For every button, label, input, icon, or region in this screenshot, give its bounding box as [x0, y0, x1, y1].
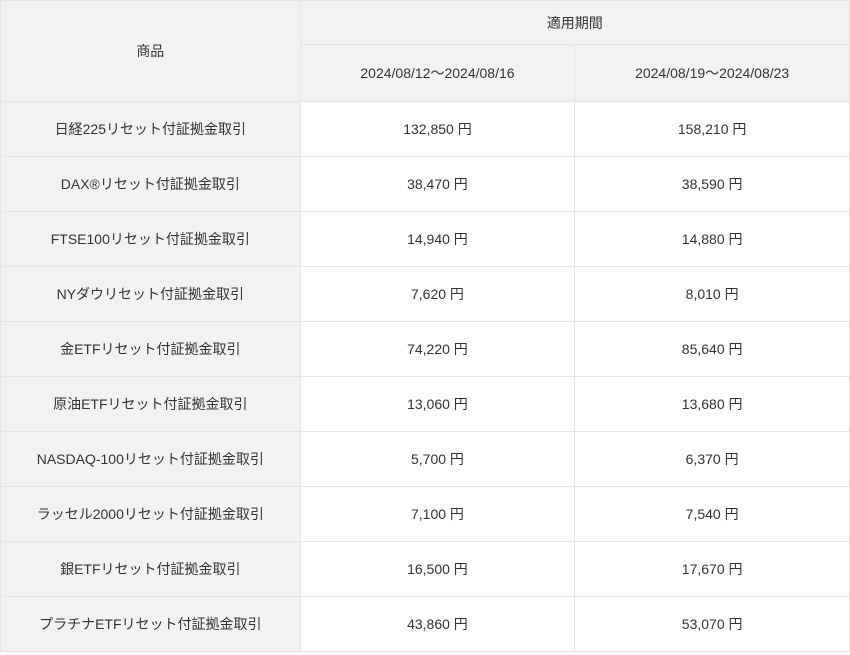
cell-product: NYダウリセット付証拠金取引	[1, 267, 301, 322]
cell-product: プラチナETFリセット付証拠金取引	[1, 597, 301, 652]
table-row: 日経225リセット付証拠金取引 132,850 円 158,210 円	[1, 102, 850, 157]
cell-value-period-1: 13,680 円	[575, 377, 850, 432]
cell-value-period-0: 7,100 円	[300, 487, 575, 542]
table-row: ラッセル2000リセット付証拠金取引 7,100 円 7,540 円	[1, 487, 850, 542]
cell-value-period-1: 7,540 円	[575, 487, 850, 542]
table-row: FTSE100リセット付証拠金取引 14,940 円 14,880 円	[1, 212, 850, 267]
cell-value-period-0: 43,860 円	[300, 597, 575, 652]
table-row: 銀ETFリセット付証拠金取引 16,500 円 17,670 円	[1, 542, 850, 597]
table-body: 日経225リセット付証拠金取引 132,850 円 158,210 円 DAX®…	[1, 102, 850, 652]
cell-product: 銀ETFリセット付証拠金取引	[1, 542, 301, 597]
header-period-1: 2024/08/19～2024/08/23	[575, 45, 850, 102]
cell-value-period-1: 38,590 円	[575, 157, 850, 212]
cell-product: 原油ETFリセット付証拠金取引	[1, 377, 301, 432]
cell-value-period-0: 16,500 円	[300, 542, 575, 597]
table-row: プラチナETFリセット付証拠金取引 43,860 円 53,070 円	[1, 597, 850, 652]
cell-value-period-1: 17,670 円	[575, 542, 850, 597]
cell-product: 日経225リセット付証拠金取引	[1, 102, 301, 157]
cell-value-period-0: 5,700 円	[300, 432, 575, 487]
cell-value-period-1: 6,370 円	[575, 432, 850, 487]
cell-product: DAX®リセット付証拠金取引	[1, 157, 301, 212]
cell-product: NASDAQ-100リセット付証拠金取引	[1, 432, 301, 487]
header-product: 商品	[1, 1, 301, 102]
cell-value-period-0: 132,850 円	[300, 102, 575, 157]
cell-value-period-1: 158,210 円	[575, 102, 850, 157]
cell-value-period-0: 13,060 円	[300, 377, 575, 432]
cell-value-period-0: 14,940 円	[300, 212, 575, 267]
cell-value-period-1: 14,880 円	[575, 212, 850, 267]
cell-value-period-0: 7,620 円	[300, 267, 575, 322]
cell-value-period-1: 85,640 円	[575, 322, 850, 377]
cell-value-period-1: 53,070 円	[575, 597, 850, 652]
cell-value-period-0: 38,470 円	[300, 157, 575, 212]
table-row: 原油ETFリセット付証拠金取引 13,060 円 13,680 円	[1, 377, 850, 432]
margin-requirements-table: 商品 適用期間 2024/08/12～2024/08/16 2024/08/19…	[0, 0, 850, 652]
table-row: NASDAQ-100リセット付証拠金取引 5,700 円 6,370 円	[1, 432, 850, 487]
cell-product: FTSE100リセット付証拠金取引	[1, 212, 301, 267]
table-row: NYダウリセット付証拠金取引 7,620 円 8,010 円	[1, 267, 850, 322]
cell-value-period-0: 74,220 円	[300, 322, 575, 377]
cell-product: 金ETFリセット付証拠金取引	[1, 322, 301, 377]
cell-value-period-1: 8,010 円	[575, 267, 850, 322]
table-row: 金ETFリセット付証拠金取引 74,220 円 85,640 円	[1, 322, 850, 377]
header-period-0: 2024/08/12～2024/08/16	[300, 45, 575, 102]
cell-product: ラッセル2000リセット付証拠金取引	[1, 487, 301, 542]
table-row: DAX®リセット付証拠金取引 38,470 円 38,590 円	[1, 157, 850, 212]
header-period-group: 適用期間	[300, 1, 849, 45]
